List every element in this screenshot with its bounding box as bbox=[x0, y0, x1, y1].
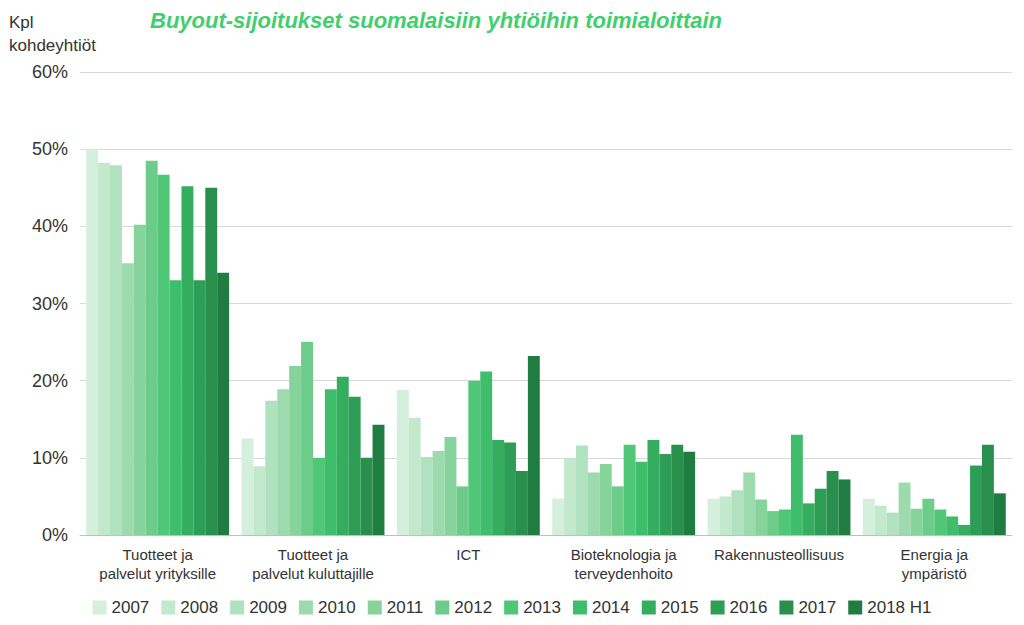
svg-text:Rakennusteollisuus: Rakennusteollisuus bbox=[714, 546, 844, 563]
svg-text:Buyout-sijoitukset suomalaisii: Buyout-sijoitukset suomalaisiin yhtiöihi… bbox=[150, 8, 722, 33]
svg-text:2015: 2015 bbox=[661, 598, 699, 617]
svg-text:10%: 10% bbox=[32, 448, 68, 468]
svg-text:60%: 60% bbox=[32, 62, 68, 82]
svg-text:2009: 2009 bbox=[249, 598, 287, 617]
svg-text:2008: 2008 bbox=[180, 598, 218, 617]
svg-text:2013: 2013 bbox=[523, 598, 561, 617]
svg-text:0%: 0% bbox=[42, 525, 68, 545]
svg-text:2007: 2007 bbox=[111, 598, 149, 617]
svg-text:ympäristö: ympäristö bbox=[902, 565, 967, 582]
svg-text:palvelut yrityksille: palvelut yrityksille bbox=[99, 565, 216, 582]
svg-text:Energia ja: Energia ja bbox=[901, 546, 969, 563]
svg-text:ICT: ICT bbox=[456, 546, 480, 563]
svg-text:50%: 50% bbox=[32, 139, 68, 159]
svg-text:2018 H1: 2018 H1 bbox=[867, 598, 931, 617]
svg-text:40%: 40% bbox=[32, 216, 68, 236]
svg-text:palvelut kuluttajille: palvelut kuluttajille bbox=[252, 565, 374, 582]
svg-text:Tuotteet ja: Tuotteet ja bbox=[278, 546, 349, 563]
svg-text:terveydenhoito: terveydenhoito bbox=[574, 565, 672, 582]
svg-text:2012: 2012 bbox=[454, 598, 492, 617]
svg-text:2016: 2016 bbox=[730, 598, 768, 617]
svg-text:kohdeyhtiöt: kohdeyhtiöt bbox=[9, 36, 96, 55]
svg-text:2010: 2010 bbox=[318, 598, 356, 617]
svg-text:Kpl: Kpl bbox=[9, 13, 34, 32]
svg-text:2014: 2014 bbox=[592, 598, 630, 617]
svg-text:2011: 2011 bbox=[387, 598, 424, 617]
svg-text:Tuotteet ja: Tuotteet ja bbox=[123, 546, 194, 563]
svg-text:Bioteknologia ja: Bioteknologia ja bbox=[571, 546, 678, 563]
svg-text:30%: 30% bbox=[32, 294, 68, 314]
svg-text:2017: 2017 bbox=[798, 598, 836, 617]
svg-text:20%: 20% bbox=[32, 371, 68, 391]
